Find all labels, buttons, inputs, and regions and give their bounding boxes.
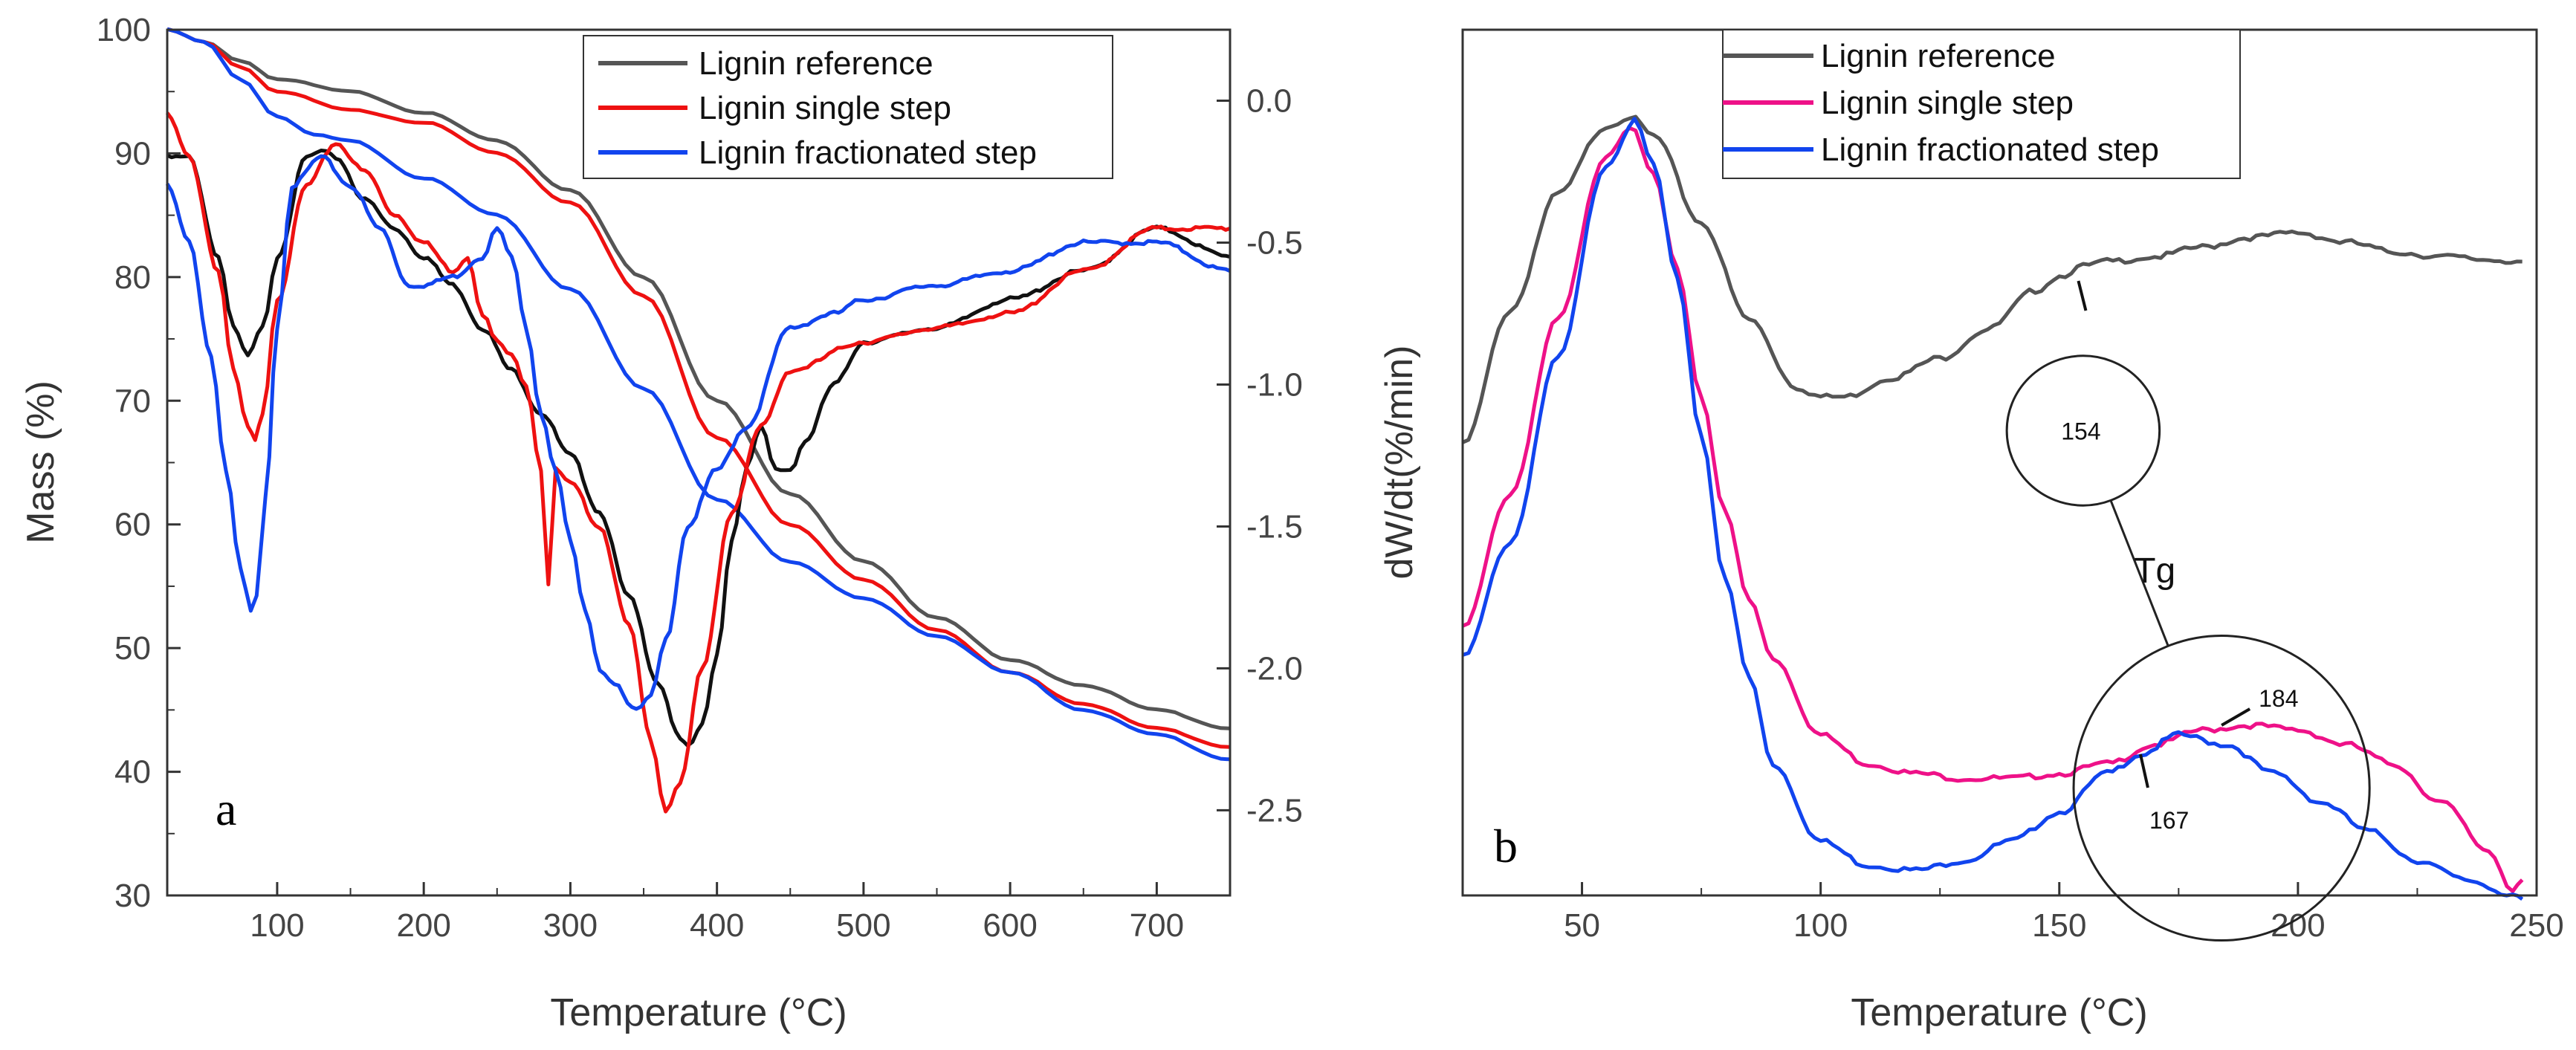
a-series-lignin-fractionated-step-dtg bbox=[165, 154, 1231, 711]
a-series-lignin-single-step-dtg bbox=[165, 111, 1231, 814]
a-y2-tick-label-4: -2.0 bbox=[1246, 650, 1303, 687]
a-y2-axis-title: dW/dt(%/min) bbox=[1378, 346, 1421, 580]
a-y-tick-label-60: 60 bbox=[114, 507, 151, 543]
b-tg-label: Tg bbox=[2134, 551, 2175, 591]
a-x-ticks: 100 200 300 400 500 600 700 bbox=[250, 882, 1184, 944]
b-legend-label-lignin-single-step: Lignin single step bbox=[1821, 85, 2074, 121]
a-y-tick-label-100: 100 bbox=[97, 12, 151, 48]
b-legend-label-lignin-reference: Lignin reference bbox=[1821, 38, 2056, 74]
a-legend-label-lignin-single-step: Lignin single step bbox=[699, 90, 951, 126]
b-legend-items: Lignin reference Lignin single step Lignin… bbox=[1723, 38, 2159, 168]
a-x-tick-label-500: 500 bbox=[836, 907, 890, 944]
a-y-tick-label-30: 30 bbox=[114, 878, 151, 914]
b-tg-connector bbox=[2109, 499, 2169, 646]
a-series-group bbox=[165, 27, 1231, 814]
a-legend-label-lignin-fractionated-step: Lignin fractionated step bbox=[699, 135, 1037, 171]
b-x-tick-label-150: 150 bbox=[2032, 907, 2086, 944]
a-y2-tick-label-1: -0.5 bbox=[1246, 224, 1303, 261]
b-leader-154 bbox=[2077, 280, 2088, 311]
b-label-184: 184 bbox=[2259, 685, 2298, 712]
a-y2-tick-label-3: -1.5 bbox=[1246, 508, 1303, 545]
b-x-tick-label-100: 100 bbox=[1793, 907, 1848, 944]
a-y-tick-label-50: 50 bbox=[114, 630, 151, 667]
b-series-lignin-fractionated-step bbox=[1462, 117, 2524, 901]
a-y-tick-label-40: 40 bbox=[114, 754, 151, 791]
b-x-tick-label-50: 50 bbox=[1564, 907, 1600, 944]
a-y-tick-label-90: 90 bbox=[114, 135, 151, 172]
b-label-167: 167 bbox=[2149, 807, 2189, 834]
a-legend-label-lignin-reference: Lignin reference bbox=[699, 45, 933, 82]
b-legend: Lignin reference Lignin single step Lignin… bbox=[1722, 29, 2241, 179]
a-x-tick-label-400: 400 bbox=[690, 907, 744, 944]
a-series-lignin-fractionated-step bbox=[166, 27, 1231, 762]
a-x-tick-label-100: 100 bbox=[250, 907, 304, 944]
a-y2-tick-label-0: 0.0 bbox=[1246, 82, 1292, 119]
a-y2-ticks: 0.0 -0.5 -1.0 -1.5 -2.0 -2.5 bbox=[1217, 82, 1303, 829]
b-series-group bbox=[1461, 114, 2524, 901]
a-y-tick-label-70: 70 bbox=[114, 383, 151, 419]
panel-b: 50 100 150 200 250 Temperature (°C) b Lignin… bbox=[1461, 28, 2564, 1034]
b-series-lignin-reference bbox=[1461, 114, 2522, 444]
a-series-lignin-reference bbox=[166, 27, 1231, 730]
a-x-tick-label-200: 200 bbox=[396, 907, 450, 944]
a-y-axis-title: Mass (%) bbox=[19, 380, 62, 544]
a-y-tick-label-80: 80 bbox=[114, 259, 151, 296]
b-tg-circle-184 bbox=[2072, 634, 2371, 942]
a-x-tick-label-300: 300 bbox=[543, 907, 598, 944]
b-x-tick-label-200: 200 bbox=[2271, 907, 2325, 944]
b-leader-184 bbox=[2221, 707, 2251, 727]
a-series-lignin-single-step bbox=[166, 27, 1231, 749]
b-panel-label: b bbox=[1494, 820, 1518, 872]
b-legend-label-lignin-fractionated-step: Lignin fractionated step bbox=[1821, 132, 2159, 168]
a-panel-label: a bbox=[216, 782, 236, 835]
a-legend-items: Lignin reference Lignin single step Lignin… bbox=[598, 45, 1037, 171]
a-x-tick-label-700: 700 bbox=[1130, 907, 1184, 944]
b-series-lignin-single-step bbox=[1461, 126, 2524, 893]
b-annotations: Tg 154 184 167 bbox=[2005, 280, 2371, 942]
a-y-ticks: 30 40 50 60 70 80 90 100 bbox=[97, 12, 181, 914]
b-leader-167 bbox=[2139, 754, 2149, 788]
b-label-154: 154 bbox=[2061, 418, 2100, 445]
panel-a: 100 200 300 400 500 600 700 30 40 50 60 70 80 90 100 … bbox=[19, 12, 1421, 1034]
a-x-axis-title: Temperature (°C) bbox=[550, 991, 847, 1034]
b-x-tick-label-250: 250 bbox=[2509, 907, 2563, 944]
b-x-ticks: 50 100 150 200 250 bbox=[1564, 882, 2564, 944]
a-x-tick-label-600: 600 bbox=[983, 907, 1037, 944]
b-tg-circle-154 bbox=[2005, 354, 2161, 507]
a-series-lignin-reference-dtg bbox=[166, 149, 1231, 748]
a-y2-tick-label-2: -1.0 bbox=[1246, 366, 1303, 403]
a-y2-tick-label-5: -2.5 bbox=[1246, 792, 1303, 829]
a-legend: Lignin reference Lignin single step Lignin… bbox=[583, 35, 1113, 179]
b-x-axis-title: Temperature (°C) bbox=[1851, 991, 2147, 1034]
